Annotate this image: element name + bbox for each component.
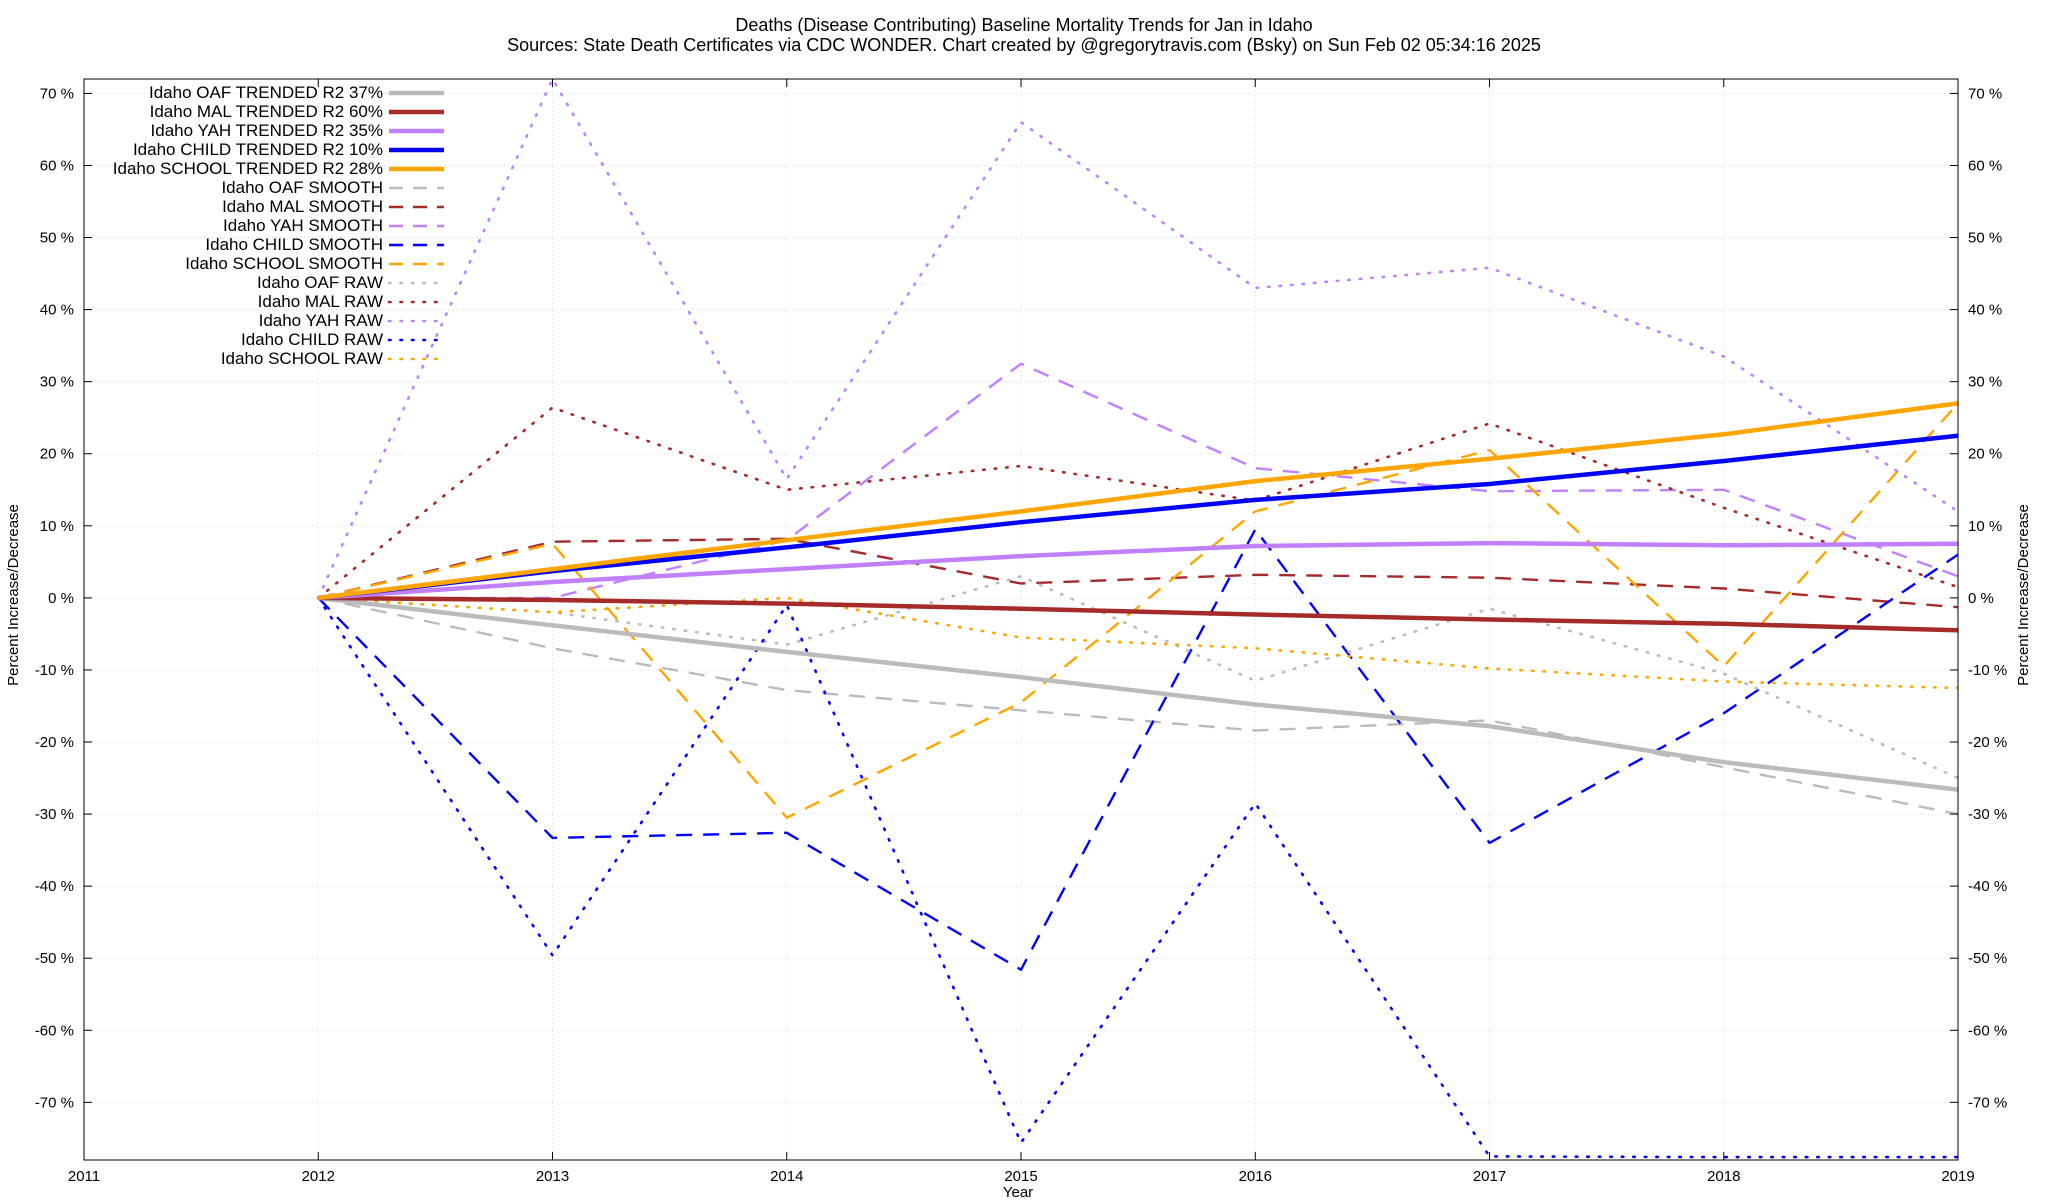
series-line-7 — [318, 362, 1958, 600]
ytick-label-left: 30 % — [40, 374, 74, 391]
x-axis-label: Year — [1003, 1184, 1033, 1200]
ytick-label-right: 50 % — [1968, 230, 2002, 247]
ytick-label-left: 50 % — [40, 230, 74, 247]
xtick-label: 2013 — [536, 1168, 569, 1185]
ytick-label-left: -50 % — [35, 950, 74, 967]
legend-label-7: Idaho YAH SMOOTH — [223, 216, 383, 235]
legend-label-6: Idaho MAL SMOOTH — [222, 197, 383, 216]
legend-label-12: Idaho YAH RAW — [259, 311, 383, 330]
y-axis-label: Percent Increase/Decrease — [5, 504, 22, 686]
ytick-label-right: 10 % — [1968, 518, 2002, 535]
xtick-label: 2011 — [68, 1168, 100, 1185]
xtick-label: 2019 — [1941, 1168, 1974, 1185]
legend-label-10: Idaho OAF RAW — [257, 273, 383, 292]
ytick-label-right: 70 % — [1968, 85, 2002, 102]
xtick-label: 2015 — [1004, 1168, 1037, 1185]
ytick-label-right: 20 % — [1968, 446, 2002, 463]
ytick-label-right: -50 % — [1968, 950, 2007, 967]
xtick-label: 2016 — [1239, 1168, 1272, 1185]
series-line-2 — [318, 540, 1958, 601]
ytick-label-left: -20 % — [35, 734, 74, 751]
series-line-5 — [318, 596, 1958, 816]
xtick-label: 2012 — [302, 1168, 335, 1185]
ytick-label-right: 60 % — [1968, 157, 2002, 174]
chart-subtitle: Sources: State Death Certificates via CD… — [507, 35, 1541, 55]
ytick-label-right: -10 % — [1968, 662, 2007, 679]
ytick-label-right: -20 % — [1968, 734, 2007, 751]
chart-title: Deaths (Disease Contributing) Baseline M… — [735, 15, 1312, 35]
legend-label-14: Idaho SCHOOL RAW — [221, 349, 383, 368]
series-line-9 — [318, 402, 1958, 819]
ytick-label-left: -10 % — [35, 662, 74, 679]
series-line-8 — [317, 528, 1958, 971]
ytick-label-left: 20 % — [40, 446, 74, 463]
series-line-4 — [318, 401, 1958, 601]
legend-label-4: Idaho SCHOOL TRENDED R2 28% — [113, 159, 383, 178]
legend: Idaho OAF TRENDED R2 37%Idaho MAL TRENDE… — [113, 83, 446, 368]
ytick-label-left: 10 % — [40, 518, 74, 535]
y2-axis-label: Percent Increase/Decrease — [2015, 504, 2032, 686]
legend-label-8: Idaho CHILD SMOOTH — [205, 235, 383, 254]
ticks: 70 % 70 % 60 % 60 % 50 % 50 % 40 % 40 % 30 % 30 %… — [35, 79, 2007, 1185]
legend-label-1: Idaho MAL TRENDED R2 60% — [150, 102, 383, 121]
ytick-label-right: 30 % — [1968, 374, 2002, 391]
xtick-label: 2014 — [770, 1168, 803, 1185]
series-line-13 — [316, 596, 1958, 1159]
ytick-label-right: -40 % — [1968, 878, 2007, 895]
ytick-label-left: -30 % — [35, 806, 74, 823]
legend-label-0: Idaho OAF TRENDED R2 37% — [149, 83, 383, 102]
ytick-label-right: -30 % — [1968, 806, 2007, 823]
ytick-label-right: -70 % — [1968, 1094, 2007, 1111]
ytick-label-right: -60 % — [1968, 1022, 2007, 1039]
series-line-1 — [318, 595, 1958, 633]
legend-label-3: Idaho CHILD TRENDED R2 10% — [133, 140, 383, 159]
ytick-label-right: 40 % — [1968, 302, 2002, 319]
xtick-label: 2018 — [1707, 1168, 1740, 1185]
series-layer — [316, 79, 1958, 1159]
series-line-12 — [316, 79, 1958, 600]
legend-label-11: Idaho MAL RAW — [258, 292, 383, 311]
legend-label-13: Idaho CHILD RAW — [241, 330, 383, 349]
legend-label-5: Idaho OAF SMOOTH — [221, 178, 383, 197]
series-line-0 — [318, 595, 1958, 792]
legend-label-2: Idaho YAH TRENDED R2 35% — [151, 121, 383, 140]
ytick-label-left: 70 % — [40, 85, 74, 102]
ytick-label-left: 0 % — [48, 590, 74, 607]
ytick-label-left: 60 % — [40, 157, 74, 174]
ytick-label-right: 0 % — [1968, 590, 1994, 607]
series-line-6 — [318, 537, 1958, 609]
legend-label-9: Idaho SCHOOL SMOOTH — [185, 254, 383, 273]
xtick-label: 2017 — [1473, 1168, 1506, 1185]
ytick-label-left: -60 % — [35, 1022, 74, 1039]
ytick-label-left: 40 % — [40, 302, 74, 319]
series-line-3 — [318, 433, 1958, 601]
ytick-label-left: -70 % — [35, 1094, 74, 1111]
ytick-label-left: -40 % — [35, 878, 74, 895]
